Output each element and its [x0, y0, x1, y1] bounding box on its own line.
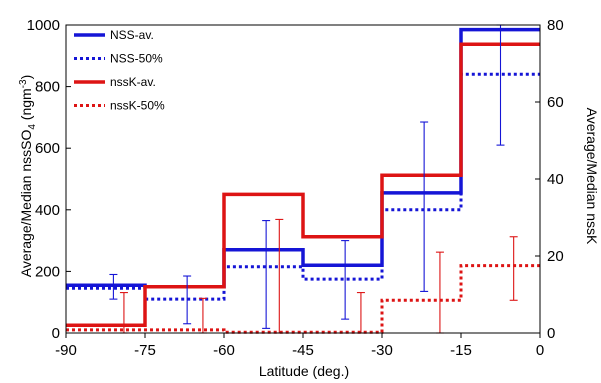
error-bar-nssk-50--4: [435, 251, 444, 334]
legend-label: NSS-50%: [110, 52, 163, 66]
x-tick-label: 0: [536, 342, 544, 359]
series-nss-av-line: [66, 27, 540, 289]
y-right-tick-label: 20: [547, 248, 564, 265]
x-tick-label: -60: [213, 342, 235, 359]
error-bar-nss-50--3: [341, 240, 350, 320]
error-bar-nss-50--2: [262, 220, 271, 329]
y-right-tick-label: 60: [547, 94, 564, 111]
series-nssk-av-line: [66, 42, 540, 328]
series-nss-50-line: [66, 72, 540, 301]
y-axis-right-label: Average/Median nssK: [584, 108, 600, 245]
x-axis-label: Latitude (deg.): [259, 363, 349, 379]
y-right-tick-label: 40: [547, 171, 564, 188]
legend-label: nssK-av.: [110, 75, 156, 89]
x-tick-label: -45: [292, 342, 314, 359]
legend-item-nss-av: NSS-av.: [74, 28, 154, 42]
legend: NSS-av. NSS-50% nssK-av. nssK-50%: [74, 28, 165, 113]
y-right-tick-label: 0: [547, 325, 555, 342]
legend-item-nssk-50: nssK-50%: [74, 99, 165, 113]
x-tick-label: -75: [134, 342, 156, 359]
error-bar-nss-50--1: [183, 275, 192, 325]
error-bar-nssk-50--1: [198, 297, 207, 334]
legend-item-nss-50: NSS-50%: [74, 52, 163, 66]
y-left-tick-label: 600: [35, 140, 60, 157]
legend-label: nssK-50%: [110, 99, 165, 113]
y-left-tick-label: 400: [35, 202, 60, 219]
series-nssk-50-line: [66, 264, 540, 334]
y-left-tick-label: 800: [35, 79, 60, 96]
axes: [65, 24, 541, 338]
legend-item-nssk-av: nssK-av.: [74, 75, 156, 89]
error-bar-nssk-50--2: [275, 218, 284, 334]
y-left-tick-label: 200: [35, 263, 60, 280]
y-left-tick-label: 1000: [27, 17, 60, 34]
x-tick-label: -30: [371, 342, 393, 359]
x-tick-label: -15: [450, 342, 472, 359]
y-right-tick-label: 80: [547, 17, 564, 34]
error-bar-nssk-50--5: [509, 236, 518, 301]
tick-labels: -90 -75 -60 -45 -30 -15 0020040060080010000204…: [27, 17, 564, 359]
plot-area: [66, 24, 540, 334]
legend-label: NSS-av.: [110, 28, 154, 42]
x-tick-label: -90: [55, 342, 77, 359]
y-left-tick-label: 0: [52, 325, 60, 342]
error-bar-nss-50--0: [109, 273, 118, 300]
y-axis-left-label: Average/Median nssSO4 (ngm-3): [18, 75, 38, 278]
error-bar-nss-50--4: [420, 121, 429, 292]
error-bar-nssk-50--3: [356, 292, 365, 334]
